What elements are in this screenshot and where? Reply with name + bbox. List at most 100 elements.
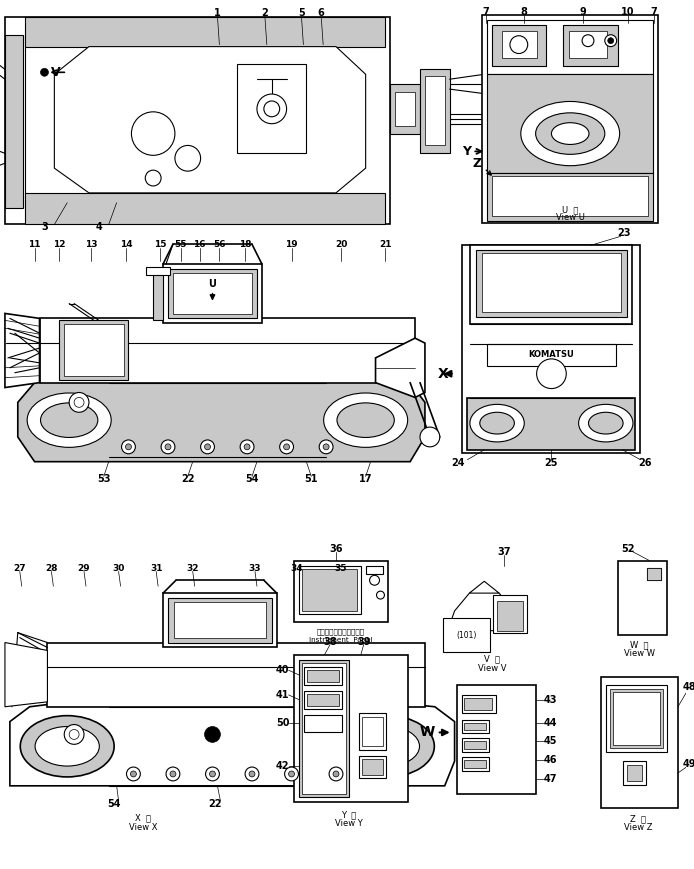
Circle shape <box>510 36 527 54</box>
Text: View W: View W <box>624 649 655 658</box>
Bar <box>648 568 661 580</box>
Bar <box>487 20 653 74</box>
Text: 13: 13 <box>85 240 97 249</box>
Bar <box>618 561 667 634</box>
Text: 9: 9 <box>579 7 586 17</box>
Bar <box>487 173 653 221</box>
Text: 6: 6 <box>318 8 325 18</box>
Text: 27: 27 <box>13 564 26 573</box>
Text: X  矢: X 矢 <box>135 813 151 822</box>
Bar <box>606 685 667 753</box>
Circle shape <box>205 444 210 450</box>
Text: 4: 4 <box>96 222 102 233</box>
Text: X: X <box>437 367 448 381</box>
Text: Z: Z <box>473 156 482 169</box>
Bar <box>487 76 505 121</box>
Text: 16: 16 <box>194 240 206 249</box>
Text: 52: 52 <box>621 544 634 554</box>
Circle shape <box>131 112 175 156</box>
Polygon shape <box>375 338 425 397</box>
Polygon shape <box>54 47 366 193</box>
Ellipse shape <box>341 716 434 777</box>
Ellipse shape <box>480 412 514 434</box>
Circle shape <box>65 725 84 745</box>
Ellipse shape <box>579 404 633 442</box>
Bar <box>168 598 272 642</box>
Text: View U: View U <box>556 213 584 222</box>
Bar <box>464 760 486 768</box>
Bar <box>443 618 490 653</box>
Text: 54: 54 <box>245 474 259 484</box>
Bar <box>493 595 527 633</box>
Bar <box>359 756 387 778</box>
Ellipse shape <box>40 403 98 437</box>
Bar <box>462 739 489 753</box>
Bar <box>307 694 339 706</box>
Bar <box>462 245 641 453</box>
Circle shape <box>264 101 280 116</box>
Circle shape <box>145 170 161 186</box>
Text: View V: View V <box>478 664 507 673</box>
Ellipse shape <box>552 123 589 144</box>
Bar <box>25 193 385 224</box>
Circle shape <box>319 440 333 454</box>
Text: 26: 26 <box>638 458 652 468</box>
Ellipse shape <box>355 726 419 766</box>
Bar <box>294 655 408 801</box>
Text: 21: 21 <box>379 240 391 249</box>
Ellipse shape <box>520 102 620 166</box>
Bar <box>468 398 636 450</box>
Bar <box>482 253 620 313</box>
Text: 33: 33 <box>248 564 261 573</box>
Bar <box>307 670 339 682</box>
Text: 47: 47 <box>543 774 557 784</box>
Text: 54: 54 <box>107 799 120 809</box>
Text: 14: 14 <box>120 240 133 249</box>
Circle shape <box>249 771 255 777</box>
Text: 8: 8 <box>520 7 527 17</box>
Bar <box>359 713 387 750</box>
Bar <box>610 689 663 748</box>
Bar <box>502 30 536 58</box>
Text: 41: 41 <box>276 690 289 700</box>
Ellipse shape <box>470 404 524 442</box>
Text: View Y: View Y <box>335 819 363 828</box>
Text: 43: 43 <box>543 695 557 705</box>
Text: W: W <box>419 726 434 740</box>
Bar <box>484 72 509 127</box>
Text: 34: 34 <box>290 564 303 573</box>
Bar <box>366 567 384 574</box>
Circle shape <box>420 427 440 447</box>
Bar <box>476 250 627 317</box>
Bar <box>5 35 23 208</box>
Text: V: V <box>51 66 60 79</box>
Bar <box>492 176 648 216</box>
Bar <box>623 761 646 785</box>
Bar <box>305 691 342 709</box>
Bar <box>25 17 385 47</box>
Circle shape <box>285 767 298 781</box>
Text: Instrument  Panel: Instrument Panel <box>309 637 373 642</box>
Text: Y  矢: Y 矢 <box>341 810 357 819</box>
Text: View X: View X <box>129 823 158 832</box>
Bar <box>362 717 384 746</box>
Circle shape <box>69 729 79 740</box>
Circle shape <box>582 35 594 47</box>
Polygon shape <box>469 581 499 594</box>
Text: KOMATSU: KOMATSU <box>529 350 575 360</box>
Bar <box>305 667 342 685</box>
Text: 18: 18 <box>239 240 251 249</box>
Text: Y: Y <box>462 145 471 158</box>
Circle shape <box>245 767 259 781</box>
Circle shape <box>205 726 221 742</box>
Text: 49: 49 <box>683 760 694 769</box>
Circle shape <box>280 440 294 454</box>
Text: 1: 1 <box>214 8 221 18</box>
Text: 12: 12 <box>53 240 65 249</box>
Bar <box>59 321 128 380</box>
Bar <box>173 273 252 315</box>
Bar <box>462 695 496 713</box>
Bar <box>601 677 678 807</box>
Text: 36: 36 <box>329 544 343 554</box>
Bar <box>299 660 349 797</box>
